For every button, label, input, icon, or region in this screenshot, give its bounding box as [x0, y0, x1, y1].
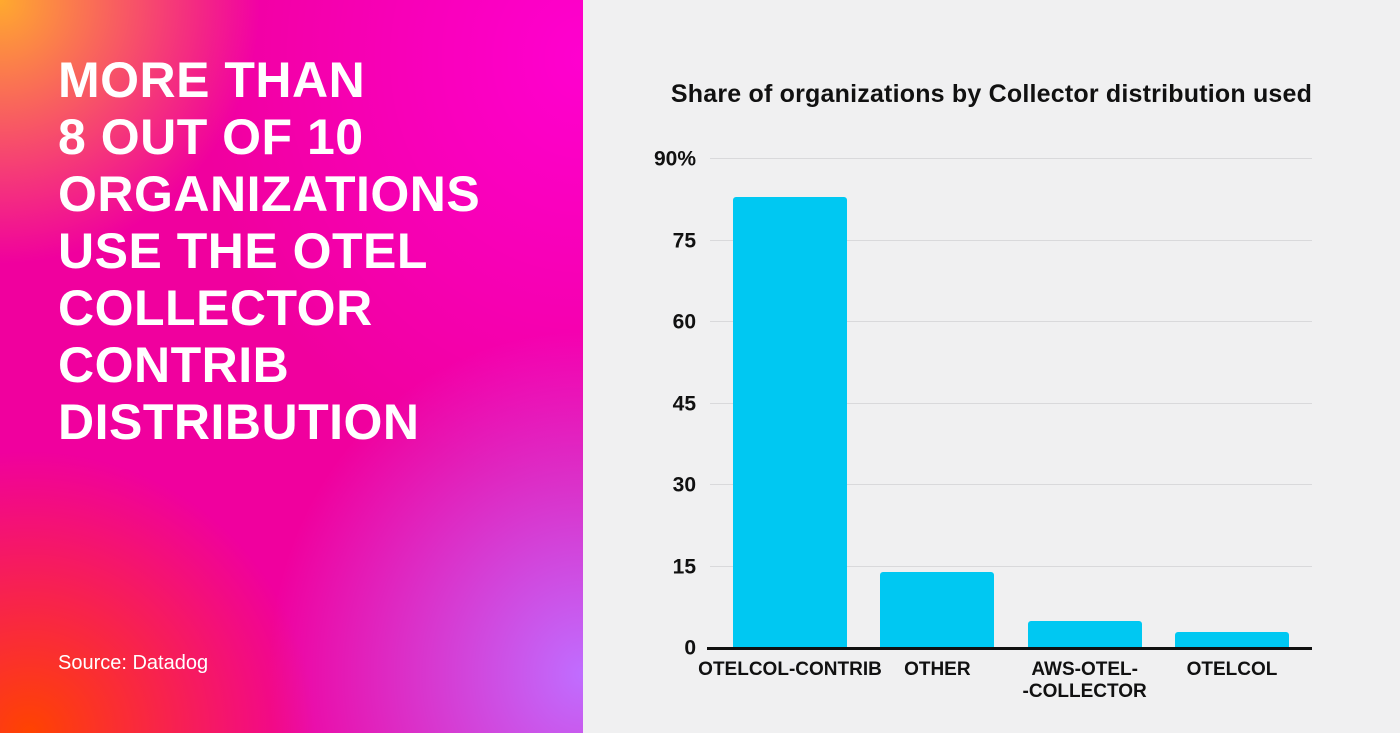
y-tick-label: 90%: [653, 147, 696, 171]
y-tick-label: 60: [672, 310, 696, 334]
bar: [1174, 631, 1289, 648]
gridline: [710, 158, 1312, 159]
chart-title: Share of organizations by Collector dist…: [670, 80, 1313, 108]
x-axis-line: [707, 647, 1312, 650]
bar: [1027, 620, 1142, 648]
y-tick-label: 30: [672, 473, 696, 497]
y-tick-label: 0: [684, 636, 696, 660]
bar-slot: OTELCOL: [1174, 159, 1289, 680]
x-tick-label: AWS-OTEL- -COLLECTOR: [1022, 659, 1147, 702]
bar-slot: AWS-OTEL- -COLLECTOR: [1023, 159, 1147, 702]
headline: MORE THAN 8 OUT OF 10 ORGANIZATIONS USE …: [58, 52, 481, 450]
y-tick-label: 15: [672, 555, 696, 579]
bar: [880, 571, 995, 648]
y-tick-label: 75: [672, 229, 696, 252]
x-tick-label: OTHER: [904, 659, 971, 680]
x-tick-label: OTELCOL-CONTRIB: [698, 659, 882, 680]
bar-slot: OTELCOL-CONTRIB: [698, 159, 882, 680]
y-axis-labels: 0 15 30 45 60 75 90%: [583, 149, 696, 659]
source-credit: Source: Datadog: [58, 652, 209, 674]
bar-slot: OTHER: [880, 159, 995, 680]
bar-group: OTELCOL-CONTRIB OTHER AWS-OTEL- -COLLECTOR…: [698, 159, 1312, 702]
chart-panel: Share of organizations by Collector dist…: [583, 0, 1400, 733]
y-tick-label: 45: [672, 392, 696, 415]
bar: [733, 197, 847, 648]
plot-area: OTELCOL-CONTRIB OTHER AWS-OTEL- -COLLECTOR…: [698, 158, 1312, 702]
gridline: [710, 402, 1312, 404]
gridline: [710, 565, 1312, 567]
headline-panel: MORE THAN 8 OUT OF 10 ORGANIZATIONS USE …: [0, 0, 583, 733]
x-tick-label: OTELCOL: [1186, 659, 1278, 680]
gridline: [710, 239, 1312, 241]
gridline: [710, 321, 1312, 323]
gridline: [710, 484, 1312, 486]
